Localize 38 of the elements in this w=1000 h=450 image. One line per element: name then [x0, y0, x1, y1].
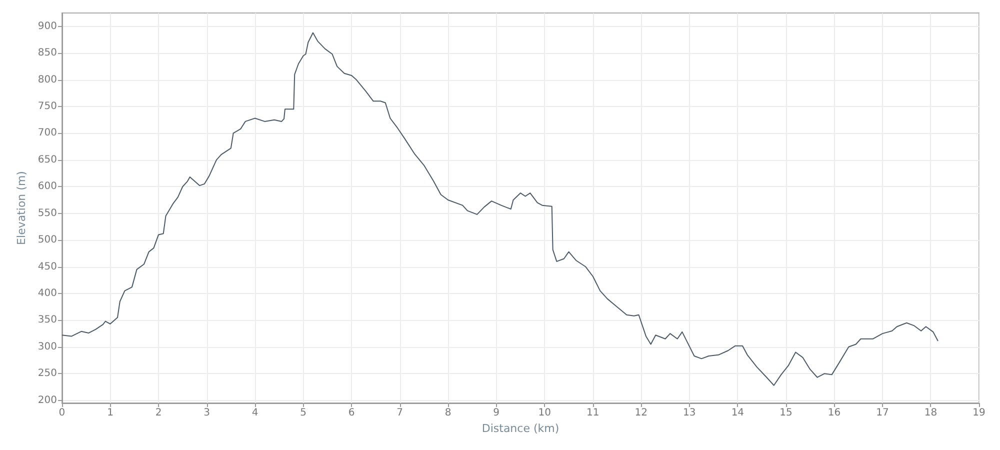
x-tick-label: 17	[876, 408, 889, 418]
x-tick-label: 0	[58, 408, 66, 418]
y-tick-label: 300	[38, 341, 57, 352]
y-tick-label: 250	[38, 368, 57, 380]
y-tick-label: 900	[38, 20, 57, 32]
x-tick-label: 2	[155, 408, 162, 418]
y-tick-label: 800	[38, 74, 57, 86]
x-tick-label: 6	[348, 408, 355, 418]
x-tick-label: 3	[204, 408, 210, 418]
y-tick-label: 350	[38, 314, 57, 326]
y-tick-label: 450	[38, 261, 57, 272]
y-tick-label: 200	[38, 394, 57, 406]
x-tick-label: 9	[493, 408, 500, 418]
line-series	[61, 32, 938, 386]
x-tick-label: 19	[972, 408, 986, 418]
x-tick-label: 16	[828, 408, 841, 418]
x-tick-label: 4	[252, 408, 258, 418]
y-tick-label: 500	[38, 234, 57, 246]
x-tick-label: 18	[924, 408, 938, 418]
x-tick-label: 14	[731, 408, 744, 418]
x-tick-label: 12	[634, 408, 648, 418]
x-tick-label: 13	[683, 408, 696, 418]
y-tick-label: 400	[38, 288, 57, 299]
x-tick-label: 15	[780, 408, 792, 418]
y-tick-label: 550	[38, 208, 57, 219]
y-tick-label: 650	[38, 154, 57, 166]
x-tick-label: 7	[396, 408, 404, 418]
x-tick-label: 11	[586, 408, 600, 418]
x-axis-title: Distance (km)	[482, 422, 560, 435]
x-tick-label: 1	[107, 408, 114, 418]
x-tick-label: 8	[444, 408, 452, 418]
x-tick-label: 5	[300, 408, 306, 418]
y-tick-label: 700	[38, 128, 57, 139]
y-tick-label: 850	[38, 48, 57, 59]
y-axis-title: Elevation (m)	[15, 171, 28, 245]
y-tick-label: 600	[38, 181, 57, 192]
y-tick-label: 750	[38, 100, 57, 112]
x-tick-label: 10	[538, 408, 551, 418]
